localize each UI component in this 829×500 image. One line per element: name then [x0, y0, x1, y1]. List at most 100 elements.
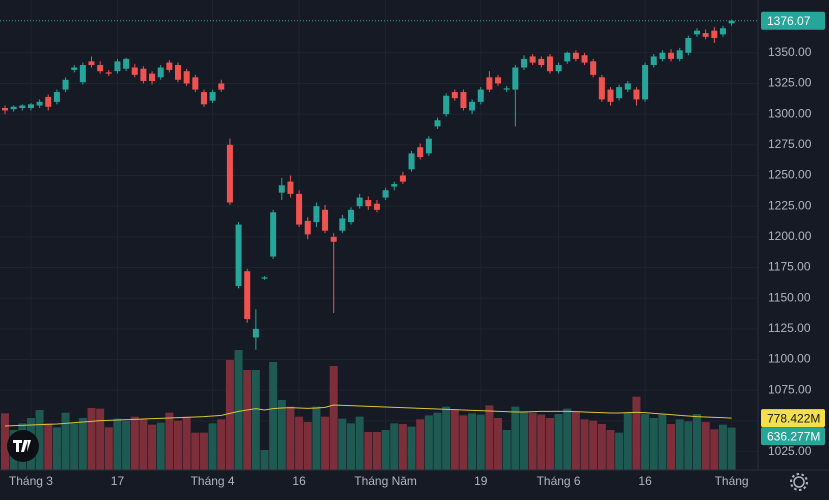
candle-body	[477, 89, 484, 102]
y-tick-label: 1150.00	[768, 290, 811, 304]
candle-body	[339, 218, 346, 231]
x-tick-label: Tháng 3	[9, 474, 53, 488]
volume-bar	[502, 430, 511, 470]
candle-body	[261, 277, 268, 279]
candle-body	[650, 56, 657, 66]
volume-bar	[338, 418, 347, 470]
candle-body	[702, 33, 709, 37]
candle-body	[512, 67, 519, 90]
logo-mark	[13, 440, 31, 452]
candle-body	[633, 89, 640, 100]
volume-bar	[615, 432, 624, 470]
x-tick-label: Tháng 6	[537, 474, 581, 488]
volume-bar	[52, 427, 61, 470]
volume-last-tag	[761, 427, 825, 446]
candle-body	[451, 92, 458, 99]
candle-body	[149, 73, 156, 81]
volume-bar	[139, 419, 148, 470]
volume-bar	[1, 413, 9, 470]
volume-bar	[701, 422, 710, 470]
candle-body	[443, 95, 450, 115]
volume-bar	[545, 418, 554, 470]
volume-bar	[390, 423, 399, 470]
candle-body	[408, 153, 415, 170]
volume-bar	[424, 415, 433, 470]
logo[interactable]	[7, 430, 39, 462]
y-tick-label: 1325.00	[768, 76, 812, 90]
volume-bar	[684, 421, 693, 470]
last-price-label: 1376.07	[767, 14, 811, 28]
candle-body	[123, 58, 130, 69]
candle-body	[711, 30, 718, 39]
candle-body	[252, 328, 259, 338]
candle-body	[564, 52, 571, 62]
volume-bar	[442, 406, 451, 470]
volume-bar	[303, 422, 312, 470]
candle-body	[495, 77, 502, 84]
candle-body	[434, 120, 441, 127]
candle-body	[175, 65, 181, 80]
candle-body	[79, 65, 86, 83]
candle-body	[460, 92, 467, 108]
volume-bar	[606, 430, 615, 470]
candle-body	[304, 220, 311, 235]
gear-ring	[793, 476, 805, 488]
volume-bar	[632, 396, 641, 470]
candle-body	[642, 65, 649, 100]
volume-bar	[269, 362, 278, 470]
y-tick-label: 1350.00	[768, 45, 812, 59]
volume-bar	[398, 424, 407, 470]
volume-bar	[407, 426, 416, 470]
y-tick-label: 1300.00	[768, 106, 812, 120]
y-tick-label: 1250.00	[768, 168, 812, 182]
volume-bar	[225, 360, 234, 470]
volume-pane	[1, 350, 736, 470]
candle-body	[270, 212, 277, 257]
volume-bar	[641, 414, 650, 470]
volume-bar	[372, 432, 381, 470]
volume-bar	[44, 423, 53, 470]
volume-last-label: 636.277M	[767, 429, 820, 443]
volume-bar	[122, 420, 131, 470]
volume-bar	[234, 350, 243, 470]
volume-bar	[520, 411, 528, 470]
x-tick-label: Tháng 4	[191, 474, 235, 488]
candle-body	[157, 67, 164, 78]
settings-button[interactable]	[790, 473, 808, 491]
candle-body	[27, 104, 34, 108]
volume-bar	[243, 370, 252, 470]
last-price-tag	[761, 11, 825, 30]
grid	[0, 0, 758, 470]
candle-body	[373, 203, 380, 210]
volume-bar	[347, 423, 355, 470]
candle-body	[330, 236, 337, 242]
candle-body	[425, 138, 432, 154]
volume-bar	[364, 432, 373, 470]
volume-bar	[658, 414, 667, 470]
candle-body	[694, 30, 700, 35]
candle-body	[140, 68, 147, 81]
axes: 1025.001050.001075.001100.001125.001150.…	[0, 11, 825, 488]
candle-body	[53, 92, 60, 102]
volume-bar	[450, 410, 459, 470]
volume-bar	[485, 405, 494, 470]
volume-bar	[260, 450, 269, 470]
candle-body	[668, 52, 675, 59]
volume-bar	[96, 408, 105, 470]
volume-bar	[718, 424, 727, 470]
volume-bar	[589, 420, 598, 470]
candle-body	[607, 89, 614, 102]
y-tick-label: 1275.00	[768, 137, 812, 151]
candle-body	[521, 58, 527, 68]
candle-body	[624, 83, 631, 90]
volume-bar	[87, 408, 96, 470]
volume-bar	[148, 424, 157, 470]
volume-bar	[667, 424, 676, 470]
candle-body	[555, 65, 562, 72]
candle-body	[19, 105, 26, 108]
candle-body	[226, 144, 233, 203]
volume-bar	[494, 418, 503, 470]
x-tick-label: Tháng Năm	[354, 474, 417, 488]
